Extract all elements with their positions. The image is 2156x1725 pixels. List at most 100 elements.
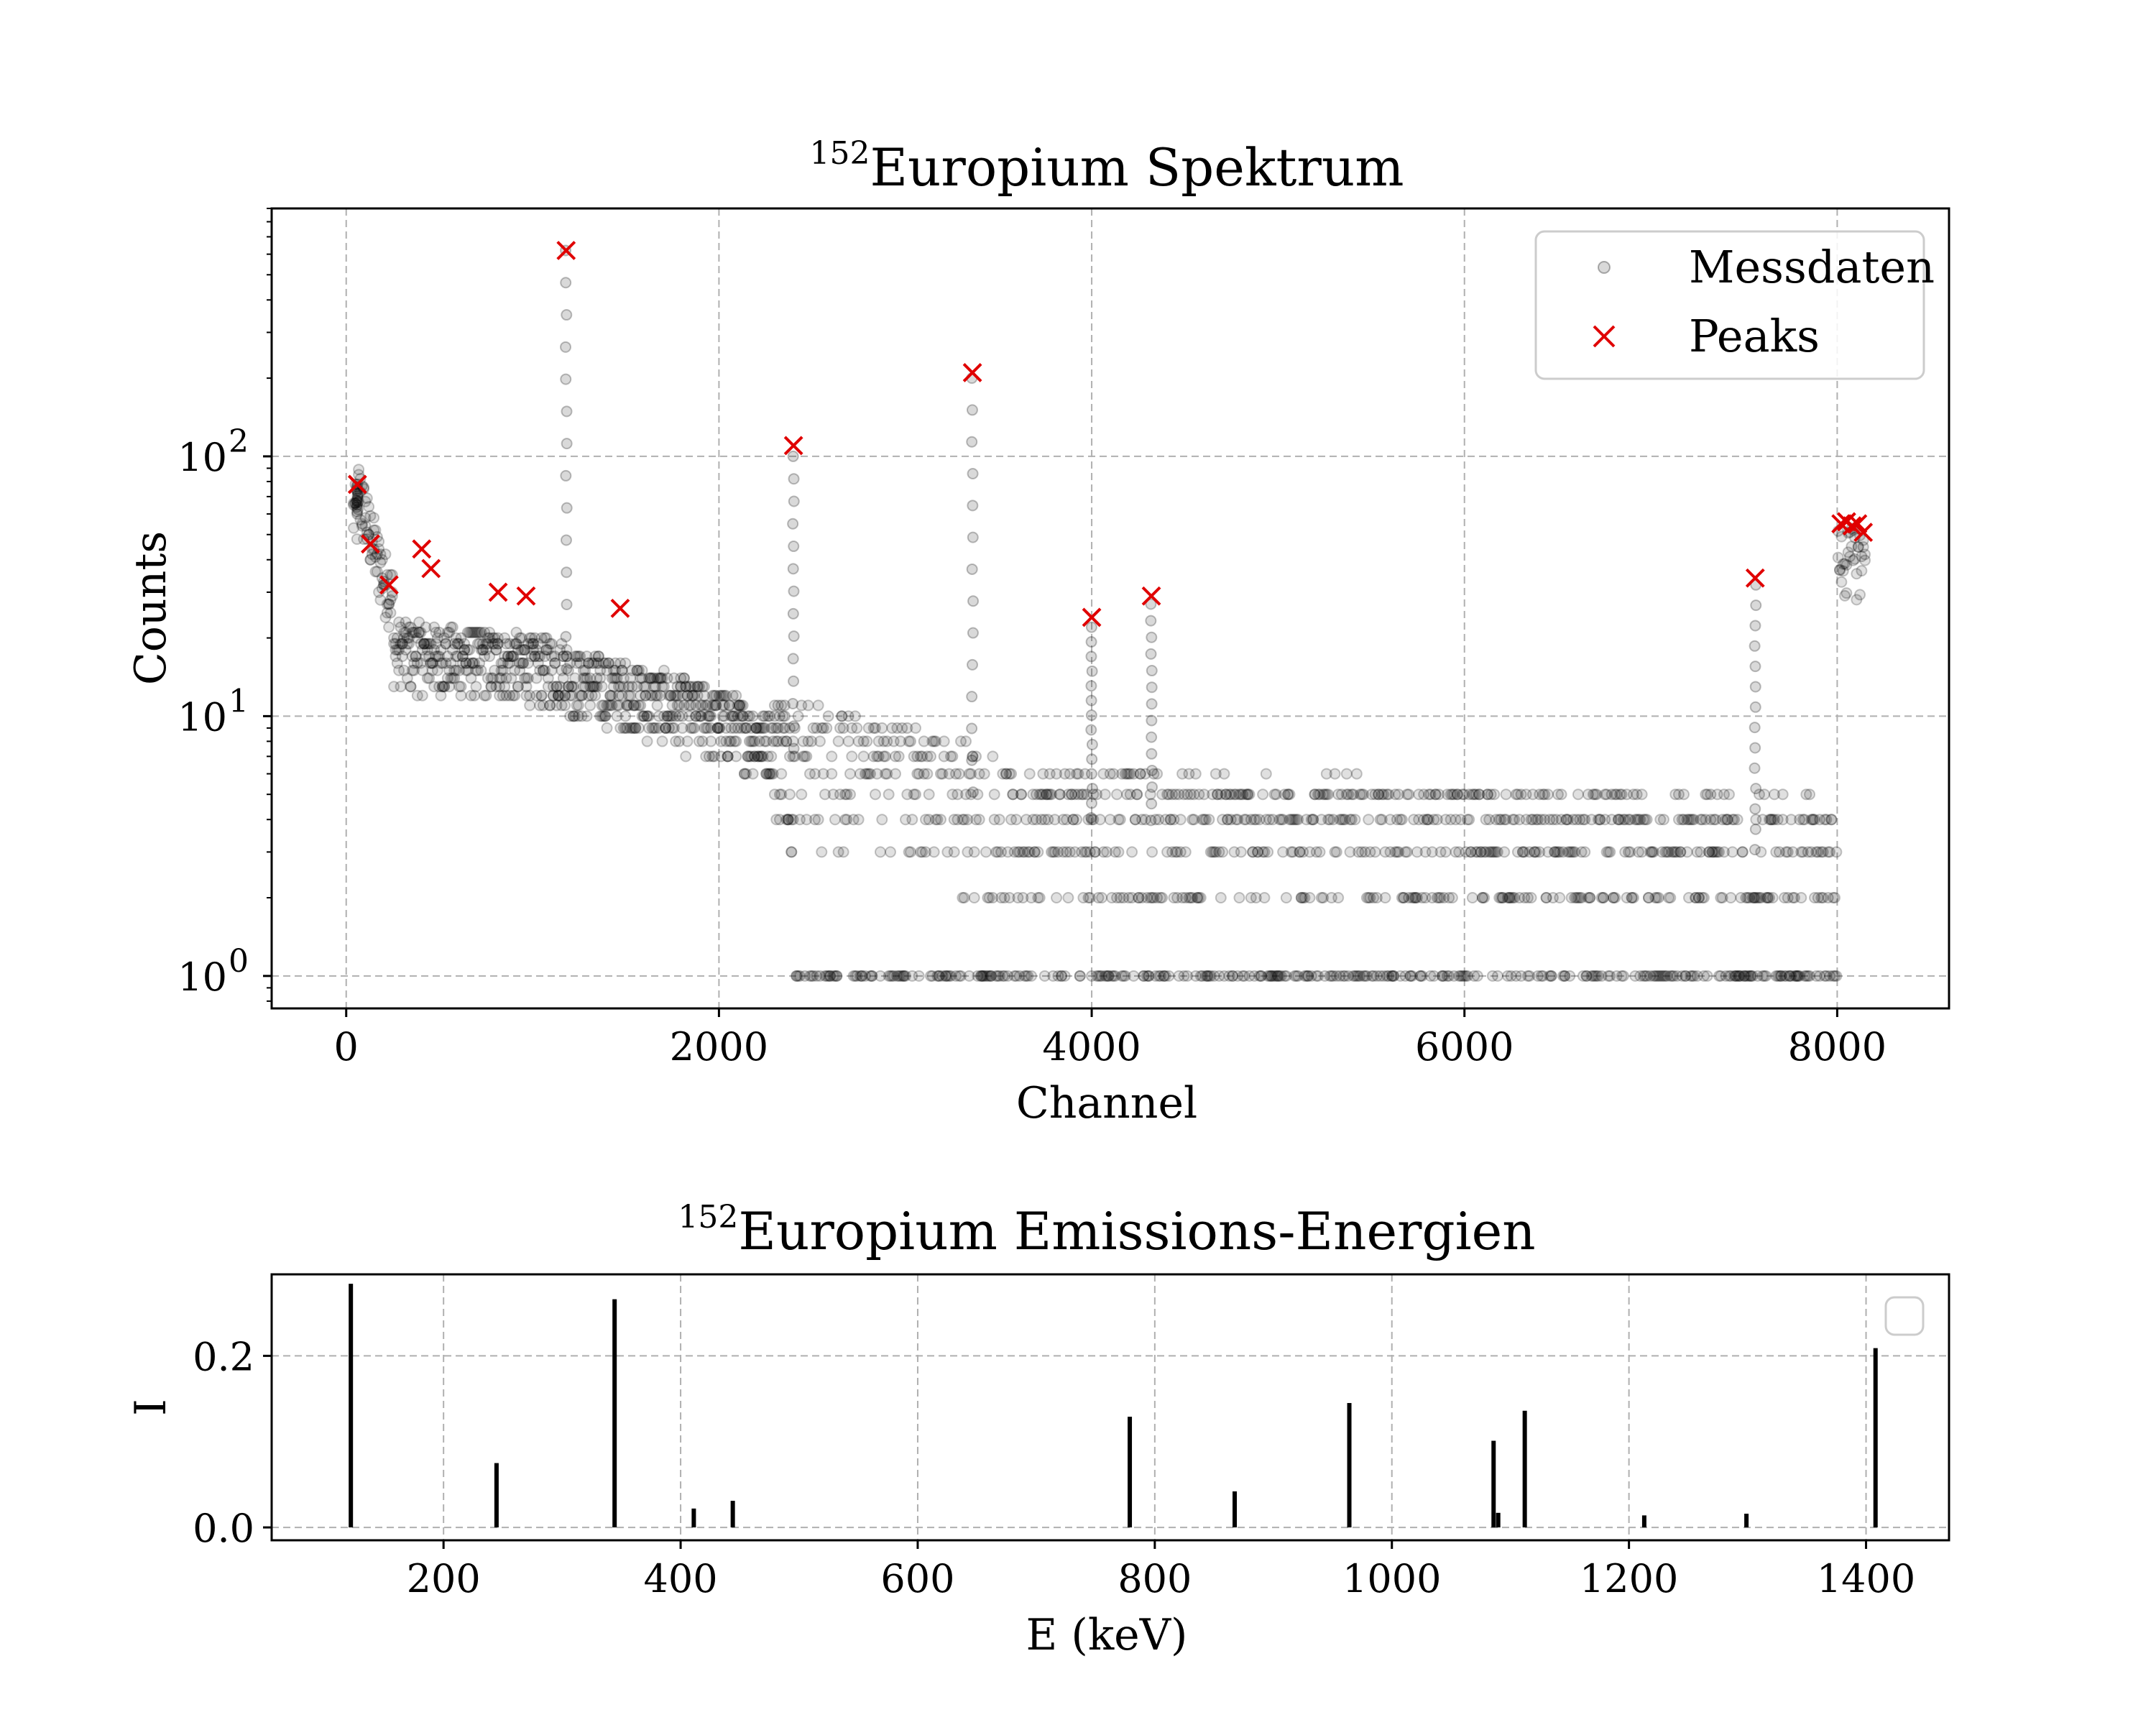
data-point bbox=[727, 689, 739, 702]
data-point bbox=[351, 495, 363, 507]
data-point bbox=[556, 638, 568, 650]
data-point bbox=[952, 788, 964, 801]
data-point bbox=[466, 657, 479, 669]
data-point bbox=[798, 970, 811, 982]
data-point bbox=[987, 750, 999, 763]
data-point bbox=[1131, 788, 1143, 801]
data-point bbox=[678, 699, 690, 712]
data-point bbox=[783, 788, 796, 801]
data-point bbox=[936, 768, 949, 780]
data-point bbox=[515, 632, 528, 644]
data-point bbox=[630, 722, 642, 734]
data-point bbox=[559, 689, 571, 702]
data-point bbox=[617, 722, 630, 734]
data-point bbox=[738, 768, 750, 780]
data-point bbox=[904, 735, 916, 748]
data-point bbox=[861, 768, 873, 780]
data-point bbox=[821, 970, 833, 982]
data-point bbox=[977, 970, 989, 982]
data-point bbox=[453, 681, 466, 693]
data-point bbox=[550, 681, 563, 693]
data-point bbox=[519, 644, 531, 656]
data-point bbox=[801, 750, 813, 763]
data-point bbox=[777, 722, 789, 734]
data-point bbox=[640, 681, 652, 693]
data-point bbox=[1617, 970, 1629, 982]
data-point bbox=[405, 621, 417, 633]
data-point bbox=[701, 710, 714, 722]
data-point bbox=[1002, 970, 1014, 982]
data-point bbox=[668, 689, 680, 702]
data-point bbox=[923, 788, 935, 801]
data-point bbox=[745, 735, 757, 748]
data-point bbox=[579, 664, 591, 676]
data-point bbox=[529, 632, 541, 644]
data-point bbox=[398, 632, 410, 644]
data-point bbox=[1284, 788, 1296, 801]
data-point bbox=[1008, 970, 1021, 982]
data-point bbox=[430, 626, 442, 638]
data-point bbox=[1057, 814, 1069, 826]
data-point bbox=[752, 750, 764, 763]
data-point bbox=[786, 814, 798, 826]
data-point bbox=[622, 689, 635, 702]
data-point bbox=[793, 970, 806, 982]
data-point bbox=[1018, 970, 1031, 982]
data-point bbox=[364, 553, 377, 566]
data-point bbox=[383, 598, 395, 610]
data-point bbox=[1119, 970, 1131, 982]
peak-data-point bbox=[1749, 661, 1761, 673]
data-point bbox=[675, 681, 687, 693]
data-point bbox=[837, 722, 849, 734]
data-point bbox=[780, 735, 793, 748]
spectrum-chart: 152Europium Spektrum 0 2000 4000 6000 8000 1… bbox=[126, 135, 1950, 1128]
data-point bbox=[879, 750, 891, 763]
x-tick-label: 400 bbox=[644, 1556, 718, 1601]
data-point bbox=[788, 722, 801, 734]
data-point bbox=[632, 722, 645, 734]
data-point bbox=[502, 657, 514, 669]
data-point bbox=[446, 672, 459, 684]
data-point bbox=[1329, 768, 1341, 780]
data-point bbox=[522, 672, 534, 684]
data-point bbox=[626, 664, 638, 676]
data-point bbox=[410, 650, 422, 663]
data-point bbox=[836, 710, 848, 722]
data-point bbox=[451, 638, 464, 650]
data-point bbox=[1156, 892, 1169, 904]
data-point bbox=[1069, 788, 1081, 801]
data-point bbox=[806, 735, 818, 748]
peak-data-point bbox=[788, 585, 800, 597]
data-point bbox=[808, 768, 821, 780]
data-point bbox=[403, 638, 415, 650]
data-point bbox=[532, 657, 544, 669]
data-point bbox=[1854, 589, 1866, 601]
data-point bbox=[678, 672, 690, 684]
data-point bbox=[757, 750, 769, 763]
data-point bbox=[720, 735, 732, 748]
data-point bbox=[520, 672, 533, 684]
data-point bbox=[877, 735, 890, 748]
data-point bbox=[607, 664, 619, 676]
data-point bbox=[671, 699, 683, 712]
data-point bbox=[381, 598, 393, 610]
data-point bbox=[1446, 892, 1458, 904]
data-point bbox=[594, 672, 607, 684]
y-tick-label: 10 bbox=[178, 694, 227, 740]
data-point bbox=[950, 970, 962, 982]
data-point bbox=[1106, 892, 1118, 904]
data-point bbox=[686, 689, 699, 702]
data-point bbox=[793, 814, 806, 826]
spectrum-y-axis-label: Counts bbox=[126, 531, 176, 685]
peak-data-point bbox=[967, 595, 980, 607]
data-point bbox=[599, 657, 612, 669]
data-point bbox=[459, 638, 471, 650]
data-point bbox=[778, 710, 791, 722]
data-point bbox=[539, 632, 551, 644]
data-point bbox=[411, 632, 423, 644]
data-point bbox=[627, 722, 640, 734]
data-point bbox=[445, 672, 457, 684]
data-point bbox=[1498, 846, 1511, 858]
data-point bbox=[678, 672, 690, 684]
peak-data-point bbox=[1145, 615, 1157, 627]
